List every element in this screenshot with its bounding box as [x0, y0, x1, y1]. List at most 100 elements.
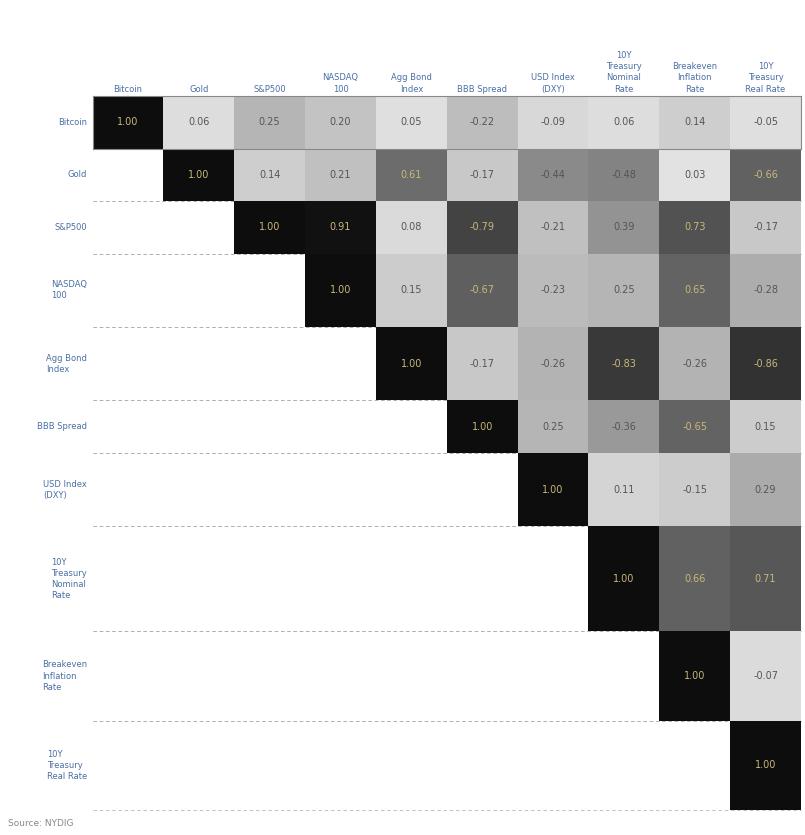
Bar [730, 149, 801, 201]
Bar [659, 254, 730, 327]
Bar [588, 96, 659, 149]
Bar [588, 149, 659, 201]
Bar [588, 401, 659, 453]
Bar [730, 721, 801, 810]
Text: 0.25: 0.25 [543, 422, 564, 432]
Bar [234, 96, 305, 149]
Bar [447, 327, 518, 401]
Text: 1.00: 1.00 [330, 286, 351, 296]
Text: 0.15: 0.15 [401, 286, 422, 296]
Text: -0.36: -0.36 [612, 422, 636, 432]
Text: NASDAQ
100: NASDAQ 100 [323, 73, 358, 94]
Text: 0.20: 0.20 [330, 117, 351, 127]
Text: -0.83: -0.83 [612, 359, 636, 369]
Bar [234, 201, 305, 254]
Text: 1.00: 1.00 [613, 574, 634, 584]
Text: -0.23: -0.23 [540, 286, 566, 296]
Text: -0.48: -0.48 [612, 170, 636, 180]
Bar [376, 201, 447, 254]
Text: Source: NYDIG: Source: NYDIG [8, 819, 73, 828]
Text: 1.00: 1.00 [259, 222, 280, 232]
Bar [588, 201, 659, 254]
Text: 0.06: 0.06 [188, 117, 209, 127]
Text: -0.67: -0.67 [469, 286, 495, 296]
Text: 1.00: 1.00 [188, 170, 209, 180]
Text: 1.00: 1.00 [684, 671, 705, 681]
Text: USD Index
(DXY): USD Index (DXY) [43, 479, 87, 500]
Text: 0.25: 0.25 [613, 286, 634, 296]
Bar [376, 149, 447, 201]
Text: Bitcoin: Bitcoin [114, 84, 142, 94]
Text: 0.14: 0.14 [259, 170, 280, 180]
Text: USD Index
(DXY): USD Index (DXY) [531, 73, 575, 94]
Text: -0.21: -0.21 [540, 222, 566, 232]
Text: Breakeven
Inflation
Rate: Breakeven Inflation Rate [672, 63, 717, 94]
Bar [163, 96, 234, 149]
Bar [305, 149, 376, 201]
Text: 0.61: 0.61 [401, 170, 422, 180]
Bar [730, 201, 801, 254]
Text: -0.66: -0.66 [753, 170, 778, 180]
Text: 0.73: 0.73 [684, 222, 705, 232]
Bar [447, 254, 518, 327]
Text: -0.22: -0.22 [469, 117, 495, 127]
Text: 1.00: 1.00 [472, 422, 493, 432]
Bar [518, 201, 588, 254]
Text: 0.14: 0.14 [684, 117, 705, 127]
Text: 0.15: 0.15 [755, 422, 776, 432]
Text: Agg Bond
Index: Agg Bond Index [46, 354, 87, 374]
Text: -0.26: -0.26 [540, 359, 566, 369]
Bar [659, 453, 730, 527]
Bar [163, 149, 234, 201]
Text: -0.09: -0.09 [541, 117, 565, 127]
Text: BBB Spread: BBB Spread [457, 84, 507, 94]
Text: 1.00: 1.00 [755, 761, 776, 771]
Bar [730, 96, 801, 149]
Bar [234, 149, 305, 201]
Bar [305, 96, 376, 149]
Text: Bitcoin: Bitcoin [58, 118, 87, 127]
Text: -0.15: -0.15 [682, 485, 708, 494]
Text: 1.00: 1.00 [401, 359, 422, 369]
Bar [730, 327, 801, 401]
Text: Agg Bond
Index: Agg Bond Index [391, 73, 431, 94]
Text: -0.07: -0.07 [753, 671, 778, 681]
Bar [730, 631, 801, 721]
Bar [659, 96, 730, 149]
Bar [93, 96, 163, 149]
Text: 0.29: 0.29 [755, 485, 776, 494]
Bar [518, 149, 588, 201]
Bar [659, 527, 730, 631]
Bar [730, 453, 801, 527]
Bar [305, 254, 376, 327]
Text: 0.11: 0.11 [613, 485, 634, 494]
Bar [447, 401, 518, 453]
Bar [447, 149, 518, 201]
Text: 0.03: 0.03 [684, 170, 705, 180]
Text: Gold: Gold [189, 84, 208, 94]
Text: 0.71: 0.71 [755, 574, 776, 584]
Text: -0.65: -0.65 [682, 422, 708, 432]
Bar [447, 96, 518, 149]
Text: 10Y
Treasury
Real Rate: 10Y Treasury Real Rate [745, 63, 786, 94]
Text: -0.17: -0.17 [753, 222, 778, 232]
Bar [518, 401, 588, 453]
Text: -0.17: -0.17 [469, 359, 495, 369]
Text: -0.79: -0.79 [469, 222, 495, 232]
Bar [376, 96, 447, 149]
Text: 10Y
Treasury
Real Rate: 10Y Treasury Real Rate [47, 750, 87, 781]
Bar [305, 201, 376, 254]
Bar [518, 254, 588, 327]
Text: BBB Spread: BBB Spread [37, 423, 87, 431]
Text: S&P500: S&P500 [54, 223, 87, 232]
Text: 1.00: 1.00 [543, 485, 564, 494]
Text: 0.91: 0.91 [330, 222, 351, 232]
Bar [518, 453, 588, 527]
Text: -0.28: -0.28 [753, 286, 778, 296]
Text: 1.00: 1.00 [118, 117, 138, 127]
Bar [659, 149, 730, 201]
Text: 0.05: 0.05 [401, 117, 422, 127]
Text: -0.86: -0.86 [753, 359, 778, 369]
Text: 0.08: 0.08 [401, 222, 422, 232]
Text: 10Y
Treasury
Nominal
Rate: 10Y Treasury Nominal Rate [606, 51, 642, 94]
